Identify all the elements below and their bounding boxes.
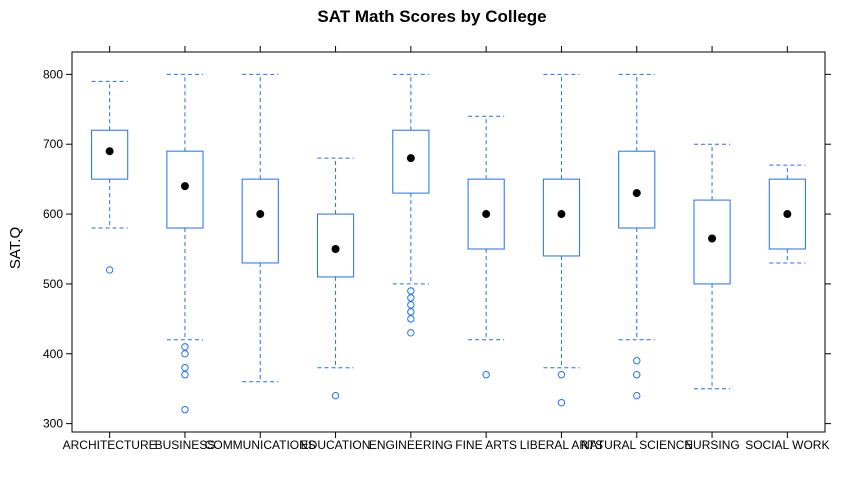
x-tick-label-architecture: ARCHITECTURE — [63, 438, 157, 452]
iqr-box — [618, 150, 656, 229]
outlier-point — [633, 371, 641, 379]
x-tick-label-natural-science: NATURAL SCIENCE — [581, 438, 692, 452]
box-business — [166, 73, 204, 414]
outlier-point — [407, 287, 415, 295]
median-dot — [557, 210, 566, 219]
iqr-box — [241, 178, 279, 264]
box-engineering — [392, 73, 430, 337]
x-tick-label-liberal-arts: LIBERAL ARTS — [520, 438, 603, 452]
median-dot — [256, 210, 265, 219]
x-tick-label-fine-arts: FINE ARTS — [455, 438, 517, 452]
outlier-point — [633, 357, 641, 365]
y-tick-label-500: 500 — [43, 277, 63, 291]
outlier-point — [633, 391, 641, 400]
iqr-box — [166, 150, 204, 229]
x-tick-label-communications: COMMUNICATIONS — [205, 438, 316, 452]
median-dot — [783, 210, 792, 219]
outlier-point — [407, 294, 415, 302]
x-tick-label-business: BUSINESS — [155, 438, 216, 452]
outlier-point — [331, 391, 340, 400]
outlier-point — [181, 405, 189, 414]
outlier-point — [181, 364, 189, 372]
y-tick-label-700: 700 — [43, 137, 63, 151]
iqr-box — [693, 199, 731, 285]
iqr-box — [542, 178, 581, 257]
outlier-point — [407, 308, 415, 316]
outlier-point — [482, 371, 490, 379]
median-dot — [708, 234, 717, 243]
x-tick-label-engineering: ENGINEERING — [369, 438, 453, 452]
x-tick-label-education: EDUCATION — [301, 438, 371, 452]
box-natural-science — [618, 73, 656, 400]
outlier-point — [181, 371, 189, 379]
outlier-point — [407, 315, 415, 323]
axis-ticks: 300 400 500 600 700 800 ARCHITECTUREBUSINESSCO… — [43, 46, 831, 452]
box-communications — [241, 73, 279, 383]
outlier-point — [181, 350, 189, 358]
median-dot — [632, 189, 641, 198]
outlier-point — [407, 329, 415, 337]
median-dot — [406, 154, 415, 163]
x-tick-label-nursing: NURSING — [684, 438, 739, 452]
median-dot — [331, 244, 340, 253]
iqr-box — [316, 213, 355, 278]
box-fine-arts — [467, 115, 505, 379]
iqr-box — [392, 129, 430, 194]
iqr-box — [467, 178, 505, 250]
box-education — [316, 157, 355, 400]
outlier-point — [407, 301, 415, 309]
iqr-box — [768, 178, 806, 250]
box-social-work — [768, 164, 806, 264]
y-tick-label-600: 600 — [43, 207, 63, 221]
y-axis-label: SAT.Q — [7, 227, 24, 269]
y-tick-label-800: 800 — [43, 67, 63, 81]
outlier-point — [181, 343, 189, 351]
box-liberal-arts — [542, 73, 581, 407]
iqr-box — [91, 129, 129, 180]
y-tick-label-300: 300 — [43, 417, 63, 431]
x-tick-label-social-work: SOCIAL WORK — [745, 438, 829, 452]
plot-frame — [71, 51, 826, 433]
chart-title: SAT Math Scores by College — [317, 7, 546, 26]
median-dot — [180, 182, 189, 191]
y-tick-label-400: 400 — [43, 347, 63, 361]
outlier-point — [105, 266, 114, 274]
outlier-point — [557, 398, 566, 407]
median-dot — [105, 147, 114, 156]
median-dot — [482, 210, 491, 219]
box-series — [91, 73, 806, 414]
box-architecture — [91, 80, 129, 274]
outlier-point — [557, 371, 566, 379]
box-nursing — [693, 143, 731, 390]
